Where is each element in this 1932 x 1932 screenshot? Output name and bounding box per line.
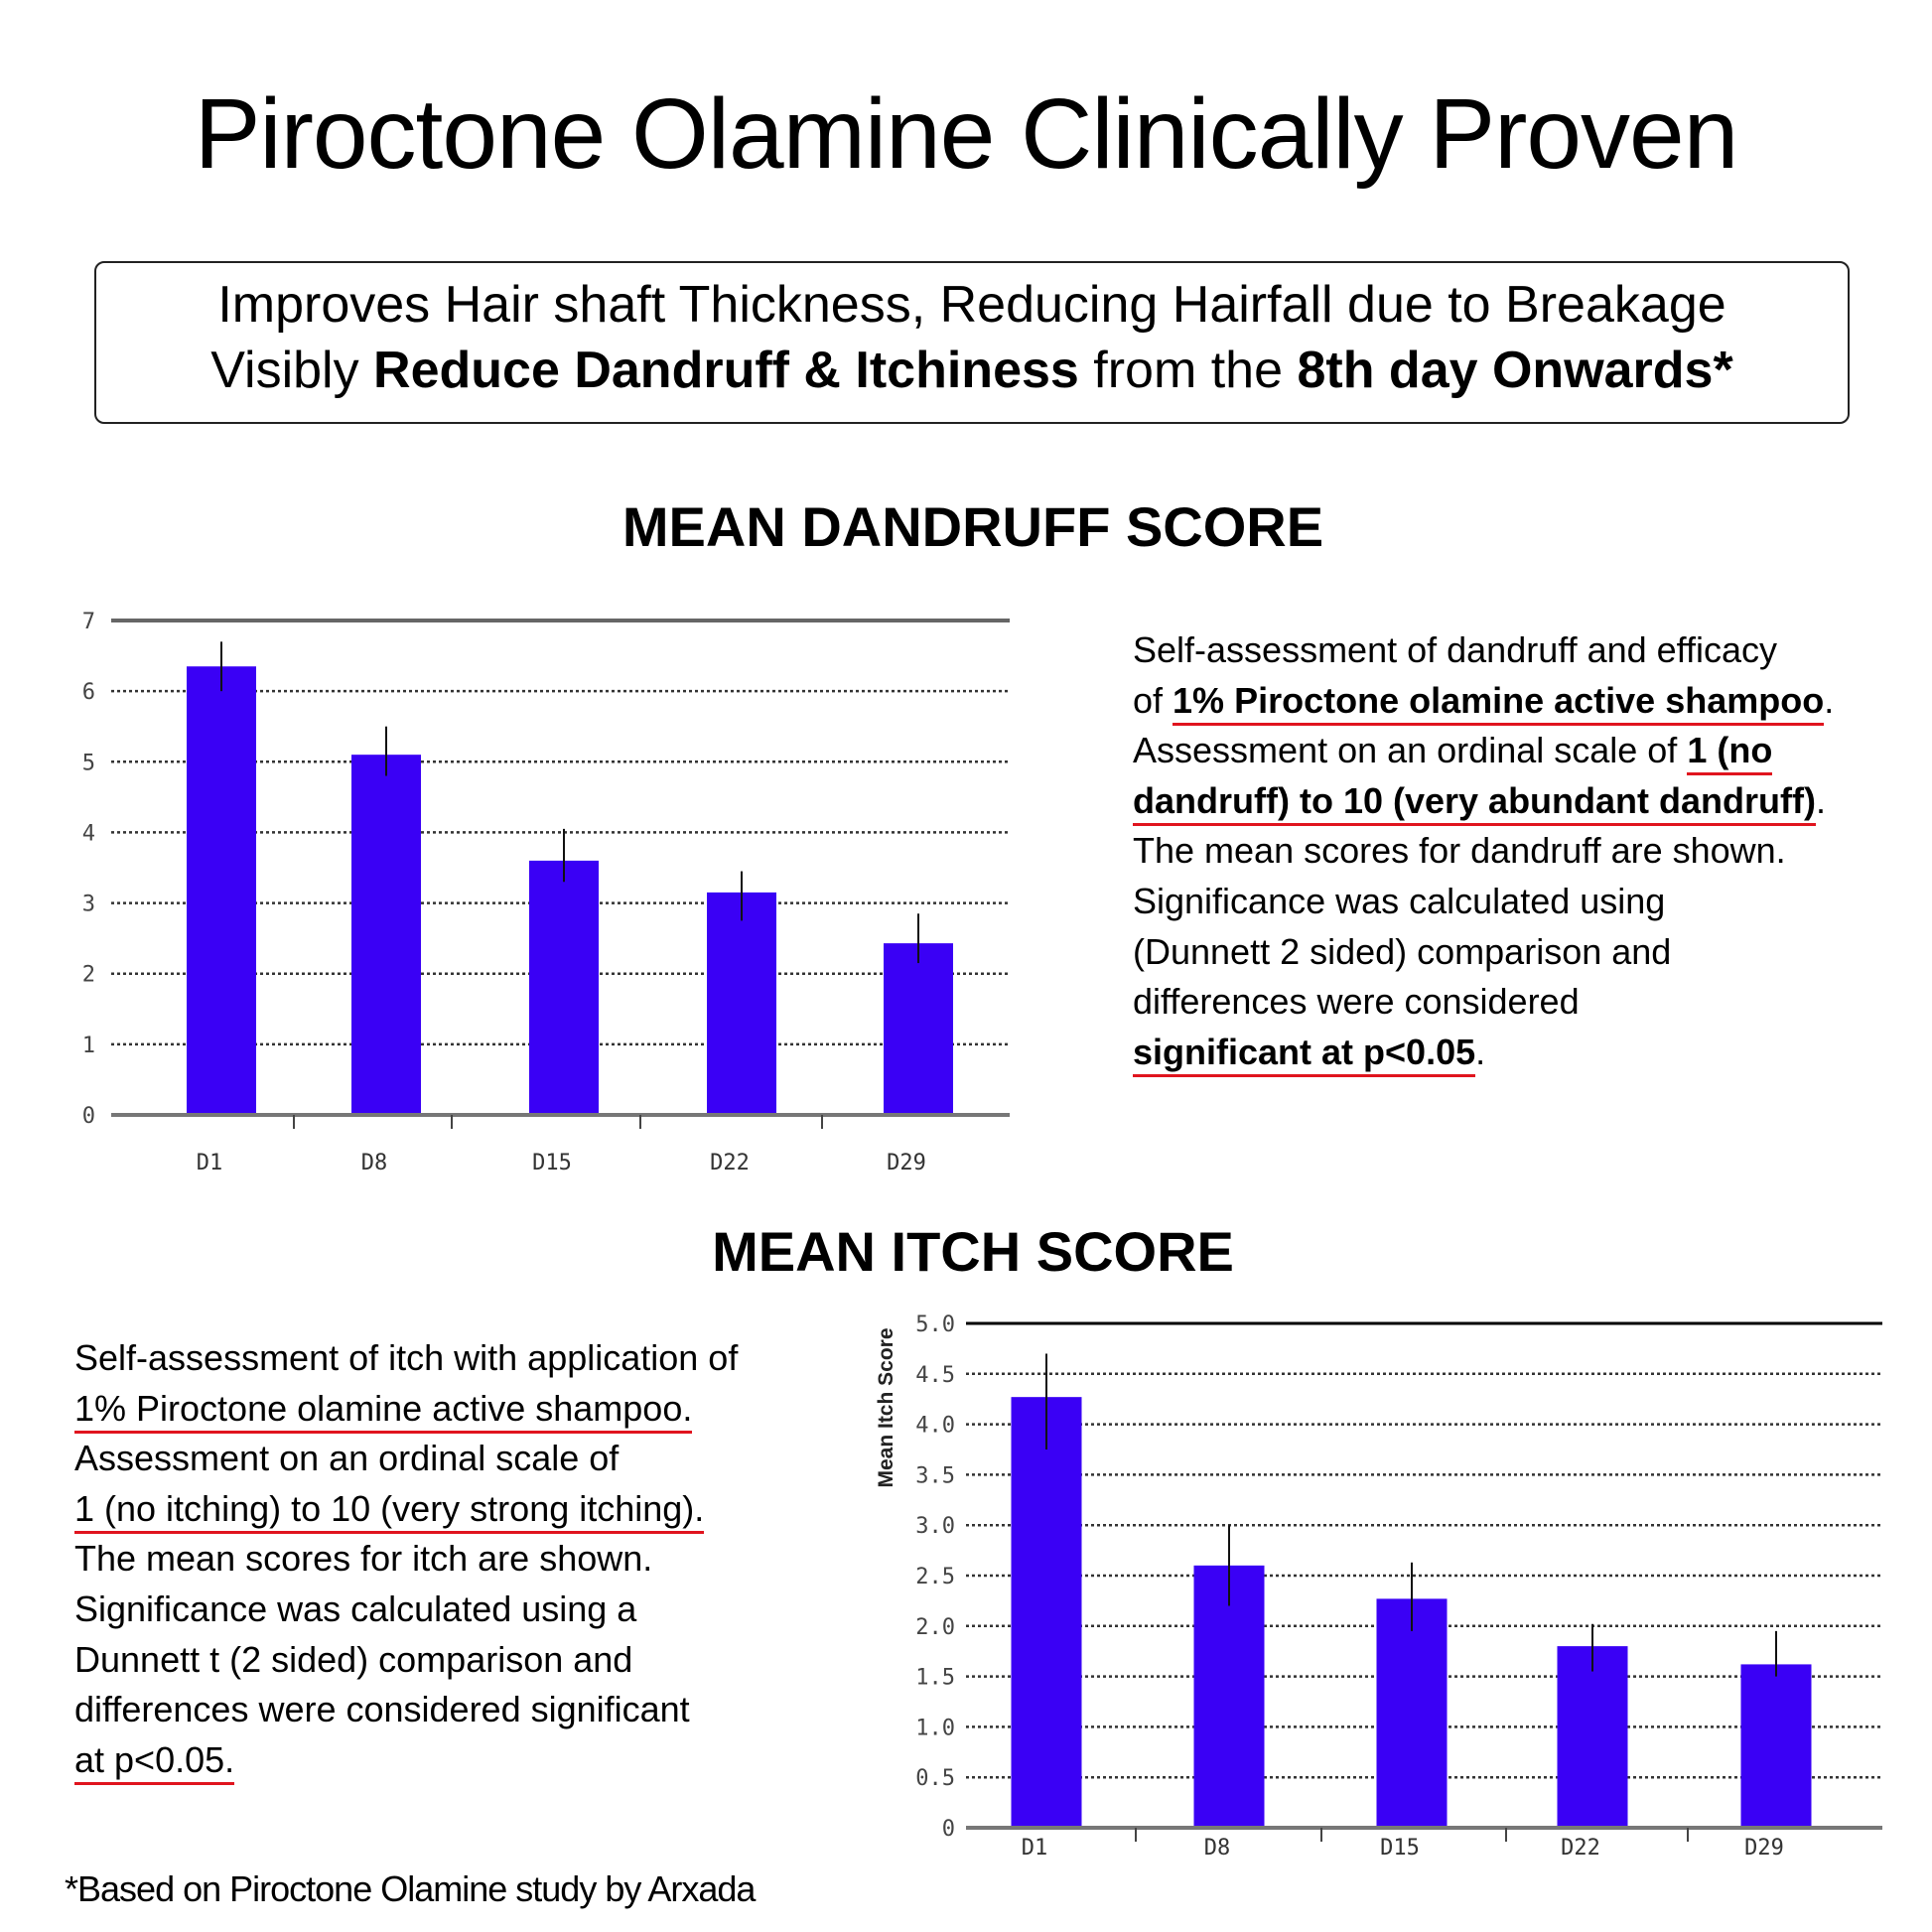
text-segment: differences were considered significant (74, 1689, 690, 1730)
chart-0: 0 1 2 3 4 5 6 7 D1 D8 D15 D22 D29 (82, 610, 1010, 1175)
text-segment: . (1824, 679, 1835, 721)
x-tick-label: D15 (1380, 1836, 1420, 1861)
bar (707, 892, 776, 1115)
x-tick-label: D1 (197, 1151, 223, 1175)
description-line: Self-assessment of dandruff and efficacy (1133, 625, 1834, 676)
bar (1376, 1598, 1448, 1828)
y-tick-label: 3.0 (915, 1514, 955, 1539)
text-segment: (Dunnett 2 sided) comparison and (1133, 930, 1672, 972)
x-tick-label: D22 (1561, 1836, 1600, 1861)
dandruff-description: Self-assessment of dandruff and efficacy… (1133, 625, 1834, 1077)
y-tick-label: 3 (82, 893, 95, 917)
chart-1: 0 0.5 1.0 1.5 2.0 2.5 3.0 3.5 4.0 4.5 5.0 D1 D8 D15 D2… (875, 1312, 1882, 1861)
description-line: Significance was calculated using a (74, 1585, 738, 1635)
bar (884, 943, 953, 1115)
description-line: 1 (no itching) to 10 (very strong itchin… (74, 1484, 738, 1535)
x-tick-label: D22 (710, 1151, 750, 1175)
description-line: The mean scores for dandruff are shown. (1133, 826, 1834, 877)
description-line: of 1% Piroctone olamine active shampoo. (1133, 676, 1834, 727)
y-tick-label: 5.0 (915, 1312, 955, 1337)
bar (1011, 1397, 1082, 1828)
text-segment: Dunnett t (2 sided) comparison and (74, 1638, 633, 1680)
text-segment: Assessment on an ordinal scale of (1133, 730, 1688, 771)
y-tick-label: 4.0 (915, 1414, 955, 1439)
description-line: (Dunnett 2 sided) comparison and (1133, 927, 1834, 978)
description-line: The mean scores for itch are shown. (74, 1534, 738, 1585)
claim-segment-bold: Reduce Dandruff & Itchiness (373, 342, 1079, 399)
underlined-text: 1% Piroctone olamine active shampoo (1173, 679, 1825, 726)
y-tick-label: 5 (82, 751, 95, 775)
text-segment: Self-assessment of itch with application… (74, 1337, 739, 1378)
claim-line-1: Improves Hair shaft Thickness, Reducing … (217, 276, 1726, 334)
y-tick-label: 7 (82, 610, 95, 634)
description-line: differences were considered significant (74, 1685, 738, 1735)
description-line: 1% Piroctone olamine active shampoo. (74, 1384, 738, 1435)
x-tick-label: D8 (1204, 1836, 1231, 1861)
underlined-text: significant at p<0.05 (1133, 1031, 1476, 1077)
itch-description: Self-assessment of itch with application… (74, 1333, 738, 1785)
bar (187, 666, 256, 1115)
y-tick-label: 2 (82, 963, 95, 988)
claim-segment-bold: 8th day Onwards* (1297, 342, 1733, 399)
claim-segment: Visibly (210, 342, 374, 399)
y-tick-label: 6 (82, 680, 95, 705)
text-segment: Self-assessment of dandruff and efficacy (1133, 629, 1778, 670)
description-line: Significance was calculated using (1133, 877, 1834, 927)
y-tick-label: 2.5 (915, 1565, 955, 1589)
y-tick-label: 0.5 (915, 1766, 955, 1791)
x-tick-label: D8 (361, 1151, 388, 1175)
bar (1740, 1664, 1812, 1828)
y-tick-label: 1.5 (915, 1666, 955, 1691)
x-tick-label: D29 (887, 1151, 926, 1175)
description-line: Assessment on an ordinal scale of 1 (no (1133, 726, 1834, 776)
description-line: Dunnett t (2 sided) comparison and (74, 1635, 738, 1686)
bar (351, 755, 421, 1115)
dandruff-chart-title: MEAN DANDRUFF SCORE (621, 495, 1324, 558)
text-segment: . (1475, 1031, 1486, 1072)
y-tick-label: 0 (942, 1817, 955, 1842)
y-tick-label: 0 (82, 1104, 95, 1129)
text-segment: The mean scores for itch are shown. (74, 1538, 653, 1580)
description-line: at p<0.05. (74, 1735, 738, 1786)
x-tick-label: D29 (1744, 1836, 1784, 1861)
y-tick-label: 3.5 (915, 1463, 955, 1488)
y-tick-label: 1.0 (915, 1716, 955, 1740)
text-segment: The mean scores for dandruff are shown. (1133, 830, 1786, 872)
underlined-text: at p<0.05. (74, 1738, 235, 1785)
y-tick-label: 4 (82, 821, 95, 846)
text-segment: Significance was calculated using a (74, 1587, 637, 1629)
text-segment: Assessment on an ordinal scale of (74, 1438, 620, 1479)
description-line: dandruff) to 10 (very abundant dandruff)… (1133, 776, 1834, 827)
claim-segment: from the (1078, 342, 1298, 399)
underlined-text: dandruff) to 10 (very abundant dandruff) (1133, 779, 1816, 826)
y-tick-label: 2.0 (915, 1615, 955, 1640)
underlined-text: 1% Piroctone olamine active shampoo. (74, 1387, 693, 1434)
text-segment: differences were considered (1133, 981, 1580, 1023)
footnote: *Based on Piroctone Olamine study by Arx… (65, 1868, 756, 1909)
description-line: significant at p<0.05. (1133, 1028, 1834, 1078)
text-segment: . (1816, 779, 1827, 821)
bar (1193, 1565, 1265, 1828)
page-title: Piroctone Olamine Clinically Proven (194, 78, 1739, 190)
itch-chart-title: MEAN ITCH SCORE (712, 1220, 1234, 1283)
x-tick-label: D1 (1022, 1836, 1048, 1861)
description-line: Self-assessment of itch with application… (74, 1333, 738, 1384)
x-tick-label: D15 (532, 1151, 572, 1175)
underlined-text: 1 (no (1687, 730, 1773, 776)
description-line: differences were considered (1133, 977, 1834, 1028)
text-segment: of (1133, 679, 1173, 721)
claim-line-2: Visibly Reduce Dandruff & Itchiness from… (96, 341, 1848, 400)
y-tick-label: 4.5 (915, 1363, 955, 1388)
y-tick-label: 1 (82, 1034, 95, 1058)
underlined-text: 1 (no itching) to 10 (very strong itchin… (74, 1487, 705, 1534)
bar (529, 860, 599, 1115)
text-segment: Significance was calculated using (1133, 880, 1666, 921)
description-line: Assessment on an ordinal scale of (74, 1434, 738, 1484)
claims-box: Improves Hair shaft Thickness, Reducing … (94, 261, 1850, 424)
y-axis-label: Mean Itch Score (875, 1327, 897, 1487)
bar (1557, 1646, 1628, 1828)
